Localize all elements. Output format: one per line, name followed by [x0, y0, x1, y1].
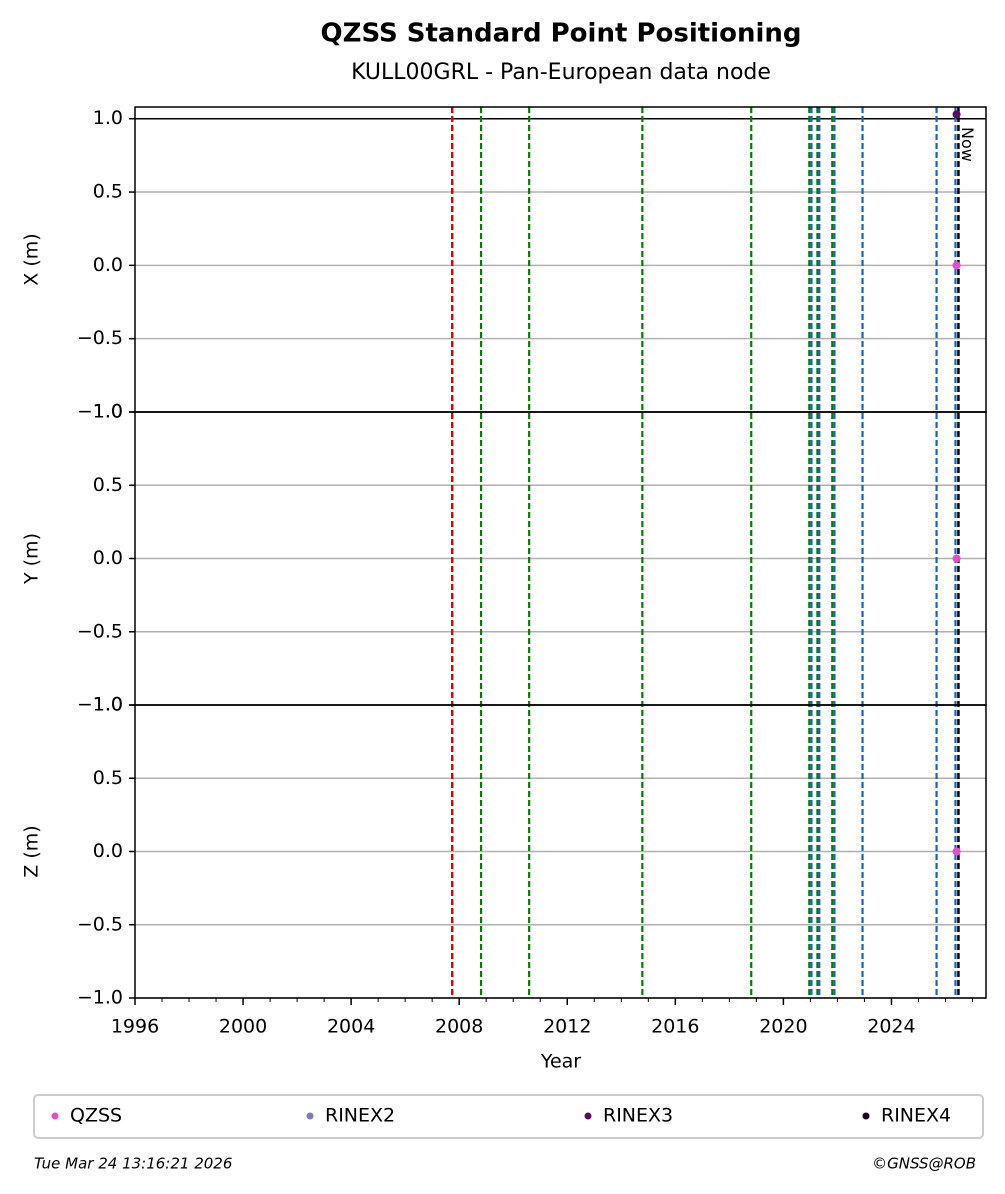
y-axis-label: Z (m) [21, 825, 43, 877]
y-tick-label: −0.5 [77, 620, 123, 642]
y-tick-label: −0.5 [77, 327, 123, 349]
data-point [952, 554, 961, 563]
x-tick-label: 2024 [867, 1016, 915, 1038]
y-tick-label: 0.5 [93, 767, 123, 789]
legend-label: QZSS [70, 1105, 122, 1127]
legend-marker [584, 1112, 592, 1120]
now-label: Now [958, 127, 977, 162]
y-tick-label: −1.0 [77, 694, 123, 716]
footer-right: ©GNSS@ROB [872, 1155, 976, 1173]
x-axis-label: Year [540, 1051, 581, 1073]
legend-label: RINEX2 [325, 1105, 395, 1127]
y-tick-label: 0.5 [93, 474, 123, 496]
legend-label: RINEX4 [881, 1105, 951, 1127]
y-tick-label: −1.0 [77, 987, 123, 1009]
data-point [952, 110, 961, 119]
x-tick-label: 1996 [111, 1016, 159, 1038]
y-tick-label: −0.5 [77, 913, 123, 935]
chart-title: QZSS Standard Point Positioning [320, 19, 801, 49]
y-tick-label: 0.0 [93, 254, 123, 276]
y-tick-label: 1.0 [93, 401, 123, 423]
axes-frame [134, 106, 987, 413]
x-tick-label: 2008 [435, 1016, 483, 1038]
axes-frame [134, 704, 987, 999]
y-tick-label: 0.0 [93, 840, 123, 862]
y-tick-label: 1.0 [93, 107, 123, 129]
y-tick-label: −1.0 [77, 401, 123, 423]
x-tick-label: 2016 [651, 1016, 699, 1038]
legend-marker [306, 1112, 314, 1120]
y-tick-label: 1.0 [93, 694, 123, 716]
y-axis-label: Y (m) [21, 533, 43, 585]
y-tick-label: 0.5 [93, 181, 123, 203]
data-point [952, 847, 961, 856]
x-tick-label: 2000 [219, 1016, 267, 1038]
legend-label: RINEX3 [603, 1105, 673, 1127]
y-axis-label: X (m) [21, 233, 43, 285]
legend-marker [51, 1112, 59, 1120]
x-tick-label: 2004 [327, 1016, 375, 1038]
footer-left: Tue Mar 24 13:16:21 2026 [34, 1155, 232, 1173]
x-tick-label: 2020 [759, 1016, 807, 1038]
legend-marker [862, 1112, 870, 1120]
x-tick-label: 2012 [543, 1016, 591, 1038]
data-point [952, 261, 961, 270]
y-tick-label: 0.0 [93, 547, 123, 569]
legend-box [33, 1094, 984, 1139]
chart-subtitle: KULL00GRL - Pan-European data node [351, 60, 771, 85]
